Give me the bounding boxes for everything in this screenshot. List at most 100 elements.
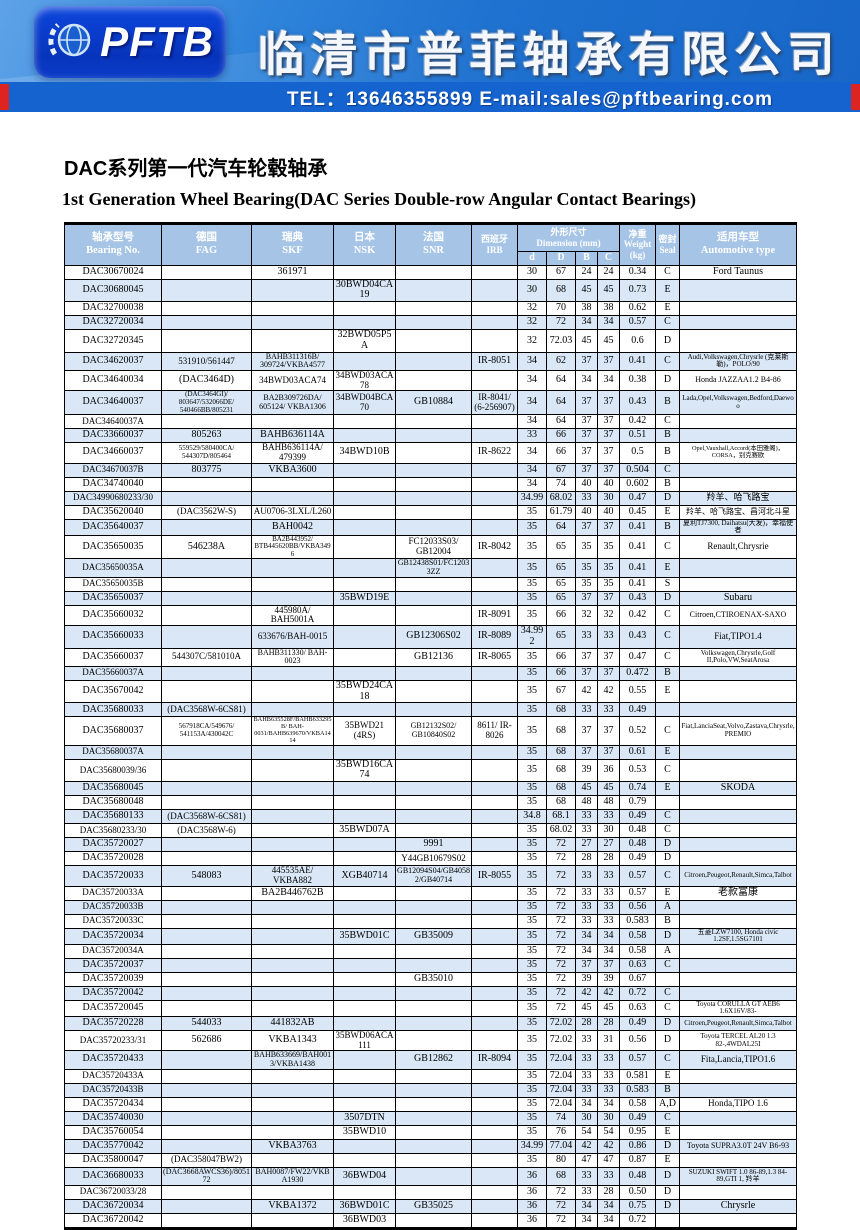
cell-snr (395, 823, 472, 839)
col-header-dim-D: D (546, 250, 576, 266)
cell-dim-C: 33 (597, 1082, 620, 1098)
cell-dim-d: 35 (517, 913, 547, 929)
cell-nsk: 35BWD01C (333, 927, 396, 945)
cell-seal: D (655, 1166, 680, 1186)
table-row: DAC35760054 35BWD10 35 76 54 54 0.95 E (64, 1124, 797, 1140)
cell-seal: C (655, 1110, 680, 1126)
table-row: DAC32700038 32 70 38 38 0.62 E (64, 301, 797, 317)
cell-skf (251, 943, 334, 959)
cell-bearing-no: DAC35720033C (64, 913, 162, 929)
cell-dim-B: 37 (575, 647, 598, 667)
cell-seal: C (655, 809, 680, 825)
cell-weight: 0.45 (619, 504, 656, 520)
cell-dim-B: 42 (575, 679, 598, 704)
page-title-en: 1st Generation Wheel Bearing(DAC Series … (62, 189, 696, 209)
cell-bearing-no: DAC34740040 (64, 476, 162, 492)
header-label-cn: 西班牙 (480, 234, 508, 244)
cell-dim-B: 33 (575, 1029, 598, 1052)
cell-dim-d: 35 (517, 679, 547, 704)
cell-seal: B (655, 665, 680, 681)
cell-auto-type (679, 1082, 797, 1098)
cell-dim-d: 35 (517, 744, 547, 760)
cell-dim-B: 33 (575, 702, 598, 718)
cell-snr (395, 370, 472, 392)
cell-fag (161, 957, 252, 973)
cell-snr: GB12438S01/FC12033ZZ (395, 558, 472, 578)
cell-dim-C: 34 (597, 1096, 620, 1112)
cell-weight: 0.67 (619, 971, 656, 987)
cell-weight: 0.583 (619, 913, 656, 929)
header-label-en: FAG (195, 244, 218, 256)
cell-bearing-no: DAC34640034 (64, 370, 162, 392)
cell-skf: VKBA1372 (251, 1198, 334, 1214)
cell-skf (251, 899, 334, 915)
cell-seal: D (655, 927, 680, 945)
table-row: DAC35650035B 35 65 35 35 0.41 S (64, 576, 797, 592)
table-row: DAC35660033 633676/BAH-0015 GB12306S02 IR-8… (64, 624, 797, 649)
cell-fag (161, 795, 252, 811)
cell-auto-type: 羚羊、哈飞路宝 (679, 490, 797, 506)
cell-dim-d: 35 (517, 927, 547, 945)
cell-fag (161, 1212, 252, 1229)
cell-seal: D (655, 1138, 680, 1154)
cell-bearing-no: DAC35800047 (64, 1152, 162, 1168)
cell-snr (395, 943, 472, 959)
cell-skf (251, 1152, 334, 1168)
table-row: DAC35660037A 35 66 37 37 0.472 B (64, 665, 797, 681)
cell-dim-d: 35 (517, 885, 547, 901)
cell-bearing-no: DAC34640037 (64, 390, 162, 416)
cell-fag (161, 476, 252, 492)
cell-skf: 34BWD03ACA74 (251, 370, 334, 392)
cell-seal: C (655, 999, 680, 1017)
cell-snr (395, 957, 472, 973)
cell-dim-B: 33 (575, 624, 598, 649)
cell-skf (251, 809, 334, 825)
cell-fag (161, 744, 252, 760)
col-header-seal: 密封 Seal (655, 223, 680, 266)
cell-nsk (333, 744, 396, 760)
cell-dim-B: 33 (575, 1082, 598, 1098)
cell-weight: 0.52 (619, 716, 656, 746)
cell-irb (471, 781, 518, 797)
header-label-en: IRB (486, 244, 503, 255)
cell-dim-C: 33 (597, 702, 620, 718)
header-label-cn: 法国 (423, 232, 444, 244)
col-header-fag: 德国 FAG (161, 223, 252, 266)
cell-snr (395, 985, 472, 1001)
cell-seal: C (655, 985, 680, 1001)
cell-irb: IR-8055 (471, 865, 518, 887)
cell-snr (395, 1184, 472, 1200)
cell-dim-C: 38 (597, 301, 620, 317)
table-row: DAC35680037 567918CA/549676/ 541153A/4300… (64, 716, 797, 746)
cell-nsk (333, 1152, 396, 1168)
cell-dim-B: 33 (575, 1184, 598, 1200)
cell-dim-d: 35 (517, 702, 547, 718)
cell-dim-B: 37 (575, 351, 598, 372)
cell-dim-B: 33 (575, 1050, 598, 1070)
cell-dim-C: 37 (597, 351, 620, 372)
cell-seal: E (655, 558, 680, 578)
bearing-table-body: DAC30670024 361971 30 67 24 24 0.34 C Ford Taunu… (64, 264, 797, 1229)
cell-weight: 0.41 (619, 558, 656, 578)
cell-dim-d: 35 (517, 865, 547, 887)
cell-snr (395, 1166, 472, 1186)
cell-weight: 0.47 (619, 490, 656, 506)
cell-auto-type (679, 899, 797, 915)
table-row: DAC36720033/28 36 72 33 28 0.50 D (64, 1184, 797, 1200)
table-row: DAC35680133 (DAC3568W-6CS81) 34.8 68.1 33 33 0… (64, 809, 797, 825)
cell-auto-type (679, 576, 797, 592)
cell-snr: GB10884 (395, 390, 472, 416)
cell-auto-type (679, 1184, 797, 1200)
cell-dim-d: 35 (517, 1110, 547, 1126)
cell-nsk (333, 647, 396, 667)
cell-skf: 445980A/ BAH5001A (251, 604, 334, 626)
cell-dim-C: 34 (597, 315, 620, 331)
cell-skf (251, 823, 334, 839)
cell-dim-d: 35 (517, 823, 547, 839)
table-row: DAC36720042 36BWD03 36 72 34 34 0.72 (64, 1212, 797, 1229)
header-label-en: SNR (422, 244, 444, 256)
cell-irb (471, 885, 518, 901)
cell-dim-d: 35 (517, 1015, 547, 1031)
cell-weight: 0.42 (619, 604, 656, 626)
cell-snr: 9991 (395, 837, 472, 853)
